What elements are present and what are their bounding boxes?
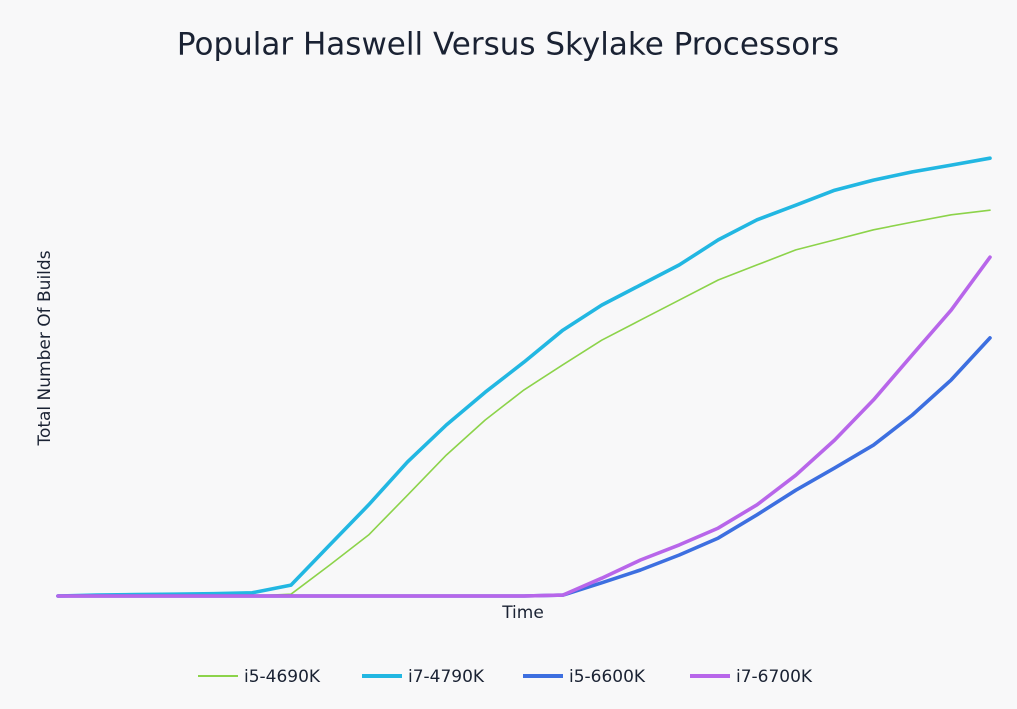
legend-label: i5-4690K [244, 667, 321, 687]
legend-label: i7-6700K [736, 667, 813, 687]
legend-label: i5-6600K [569, 667, 646, 687]
series-line [56, 255, 992, 598]
series-line [56, 156, 992, 598]
chart-title: Popular Haswell Versus Skylake Processor… [177, 27, 839, 63]
y-axis-label: Total Number Of Builds [35, 250, 55, 446]
x-axis-label: Time [501, 603, 544, 623]
legend-label: i7-4790K [408, 667, 485, 687]
